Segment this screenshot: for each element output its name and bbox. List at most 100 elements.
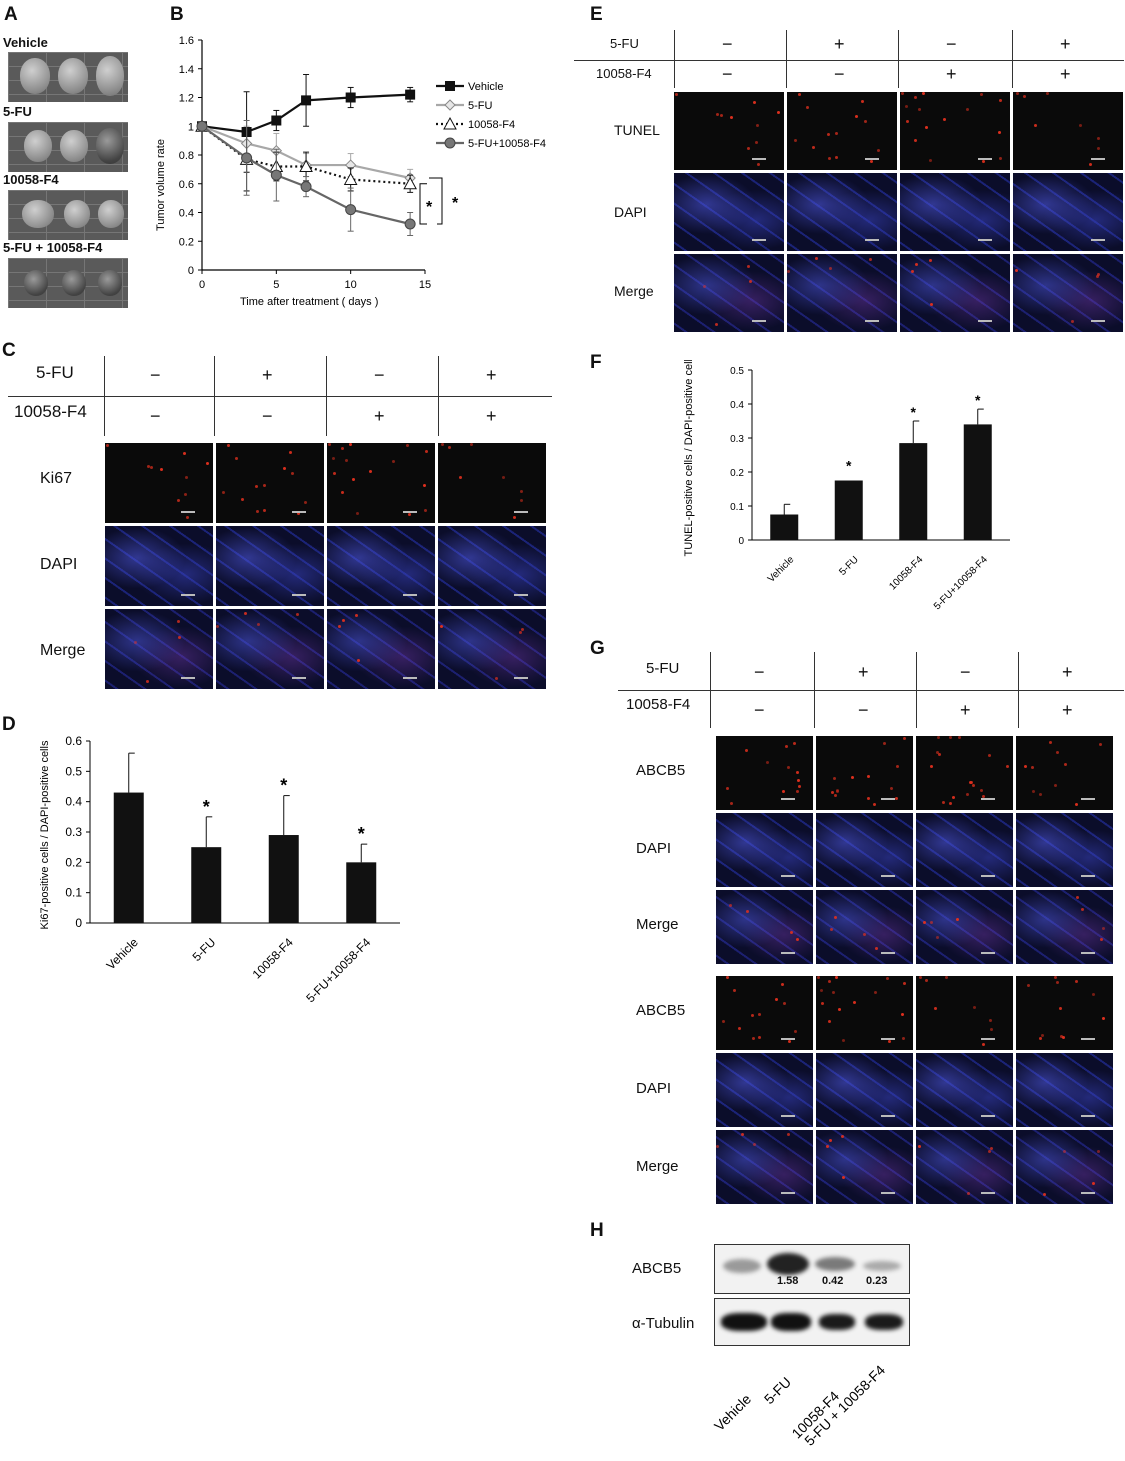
chart-b: 0 0.2 0.4 0.6 0.8 1 1.2 1.4 1.6 0 5 10 15 Vehicle 5-FU…	[155, 35, 546, 308]
g-top-micrograph-merge	[916, 890, 1013, 964]
chart-b-ytick-label: 1.4	[179, 64, 194, 76]
chart-d-ytick-label: 0	[75, 916, 82, 930]
g-row-label-5fu: 5-FU	[646, 660, 680, 677]
c-micrograph-red	[216, 443, 324, 523]
chart-d-category-label: 5-FU+10058-F4	[303, 935, 373, 1005]
chart-b-legend-label: Vehicle	[468, 81, 503, 93]
h-value-2: 0.42	[822, 1275, 844, 1287]
chart-d-sig-star: *	[358, 824, 365, 844]
e-micrograph-red	[900, 92, 1010, 170]
chart-b-xtick-label: 15	[419, 279, 431, 291]
chart-f-category-label: 10058-F4	[887, 554, 925, 592]
e-micrograph-merge	[674, 254, 784, 332]
c-micrograph-blue	[438, 526, 546, 606]
chart-b-point	[299, 159, 313, 172]
g-row-abcb5-1: ABCB5	[636, 762, 686, 779]
chart-d-ytick-label: 0.1	[65, 886, 82, 900]
g-sign-2-4: +	[1062, 700, 1073, 720]
g-top-micrograph-red	[716, 736, 813, 810]
c-micrograph-red	[438, 443, 546, 523]
e-row-merge: Merge	[614, 283, 654, 299]
g-bottom-micrograph-blue	[916, 1053, 1013, 1127]
h-value-1: 1.58	[777, 1275, 799, 1287]
tumor-photo-10058f4	[8, 190, 128, 240]
chart-b-ytick-label: 0	[188, 265, 194, 277]
chart-f-bar	[963, 424, 992, 540]
chart-d-category-label: 10058-F4	[250, 935, 296, 981]
chart-b-ytick-label: 0.8	[179, 150, 194, 162]
e-micrograph-red	[1013, 92, 1123, 170]
c-micrograph-blue	[105, 526, 213, 606]
g-bottom-micrograph-merge	[1016, 1130, 1113, 1204]
chart-f-ytick-label: 0.4	[730, 400, 744, 411]
c-micrograph-merge	[438, 609, 546, 689]
g-sign-1-2: +	[858, 662, 869, 682]
chart-b-series-line	[201, 125, 411, 226]
e-row-label-10058f4: 10058-F4	[596, 66, 652, 81]
tumor-photo-vehicle	[8, 52, 128, 102]
g-sign-2-1: −	[754, 700, 765, 720]
chart-b-ylabel: Tumor volume rate	[155, 139, 167, 231]
chart-f-category-label: 5-FU+10058-F4	[932, 554, 990, 612]
chart-b-ytick-label: 0.6	[179, 179, 194, 191]
chart-b-point	[404, 218, 416, 230]
chart-f-ytick-label: 0	[738, 536, 744, 547]
chart-f-sig-star: *	[846, 458, 852, 474]
chart-b-ytick-label: 0.2	[179, 236, 194, 248]
chart-b-legend-label: 10058-F4	[468, 119, 515, 131]
chart-d-bar	[346, 862, 377, 923]
g-top-micrograph-blue	[1016, 813, 1113, 887]
c-micrograph-blue	[216, 526, 324, 606]
g-row-label-10058f4: 10058-F4	[626, 696, 691, 713]
chart-d-ytick-label: 0.3	[65, 825, 82, 839]
c-sign-1-1: −	[150, 365, 161, 385]
chart-b-point	[241, 152, 253, 164]
chart-b-point	[271, 115, 282, 126]
chart-b-point	[403, 176, 417, 190]
e-sign-2-1: −	[722, 64, 733, 84]
e-micrograph-blue	[674, 173, 784, 251]
c-sign-2-4: +	[486, 406, 497, 426]
c-row-dapi: DAPI	[40, 556, 78, 573]
chart-d-category-label: 5-FU	[190, 935, 219, 964]
chart-f-sig-star: *	[975, 392, 981, 408]
sig-star-2: *	[452, 195, 459, 212]
chart-d-bar	[191, 847, 222, 923]
chart-b-point	[196, 120, 208, 132]
g-sign-1-1: −	[754, 662, 765, 682]
chart-d: 0 0.1 0.2 0.3 0.4 0.5 0.6 Vehicle * 5-FU * 10058-F4…	[39, 734, 400, 1005]
chart-b-point	[301, 95, 312, 106]
chart-b-point	[345, 204, 357, 216]
chart-d-ytick-label: 0.6	[65, 734, 82, 748]
e-sign-1-4: +	[1060, 34, 1071, 54]
g-sign-2-2: −	[858, 700, 869, 720]
g-top-micrograph-red	[816, 736, 913, 810]
e-row-dapi: DAPI	[614, 204, 647, 220]
c-sign-1-3: −	[374, 365, 385, 385]
chart-b-point	[300, 181, 312, 193]
chart-b-xlabel: Time after treatment ( days )	[240, 296, 378, 308]
e-micrograph-blue	[787, 173, 897, 251]
g-row-abcb5-2: ABCB5	[636, 1002, 686, 1019]
h-band-tubulin: α-Tubulin	[632, 1315, 695, 1332]
chart-b-xtick-label: 5	[273, 279, 279, 291]
g-sign-1-3: −	[960, 662, 971, 682]
g-top-micrograph-red	[916, 736, 1013, 810]
group-label-vehicle: Vehicle	[3, 35, 48, 50]
g-top-micrograph-merge	[1016, 890, 1113, 964]
chart-b-legend-marker	[445, 81, 455, 91]
g-top-micrograph-blue	[716, 813, 813, 887]
c-row-merge: Merge	[40, 642, 86, 659]
tumor-photo-combo	[8, 258, 128, 308]
h-value-3: 0.23	[866, 1275, 888, 1287]
g-top-micrograph-blue	[916, 813, 1013, 887]
chart-f: 0 0.1 0.2 0.3 0.4 0.5 Vehicle * 5-FU * 10058-F4 * 5-…	[683, 360, 1010, 612]
chart-b-sig-bracket	[429, 177, 443, 225]
c-sign-2-2: −	[262, 406, 273, 426]
chart-d-bar	[113, 792, 144, 923]
c-row-ki67: Ki67	[40, 470, 73, 487]
g-row-merge-1: Merge	[636, 916, 679, 933]
e-micrograph-merge	[900, 254, 1010, 332]
chart-f-bar	[834, 480, 863, 540]
g-bottom-micrograph-red	[816, 976, 913, 1050]
